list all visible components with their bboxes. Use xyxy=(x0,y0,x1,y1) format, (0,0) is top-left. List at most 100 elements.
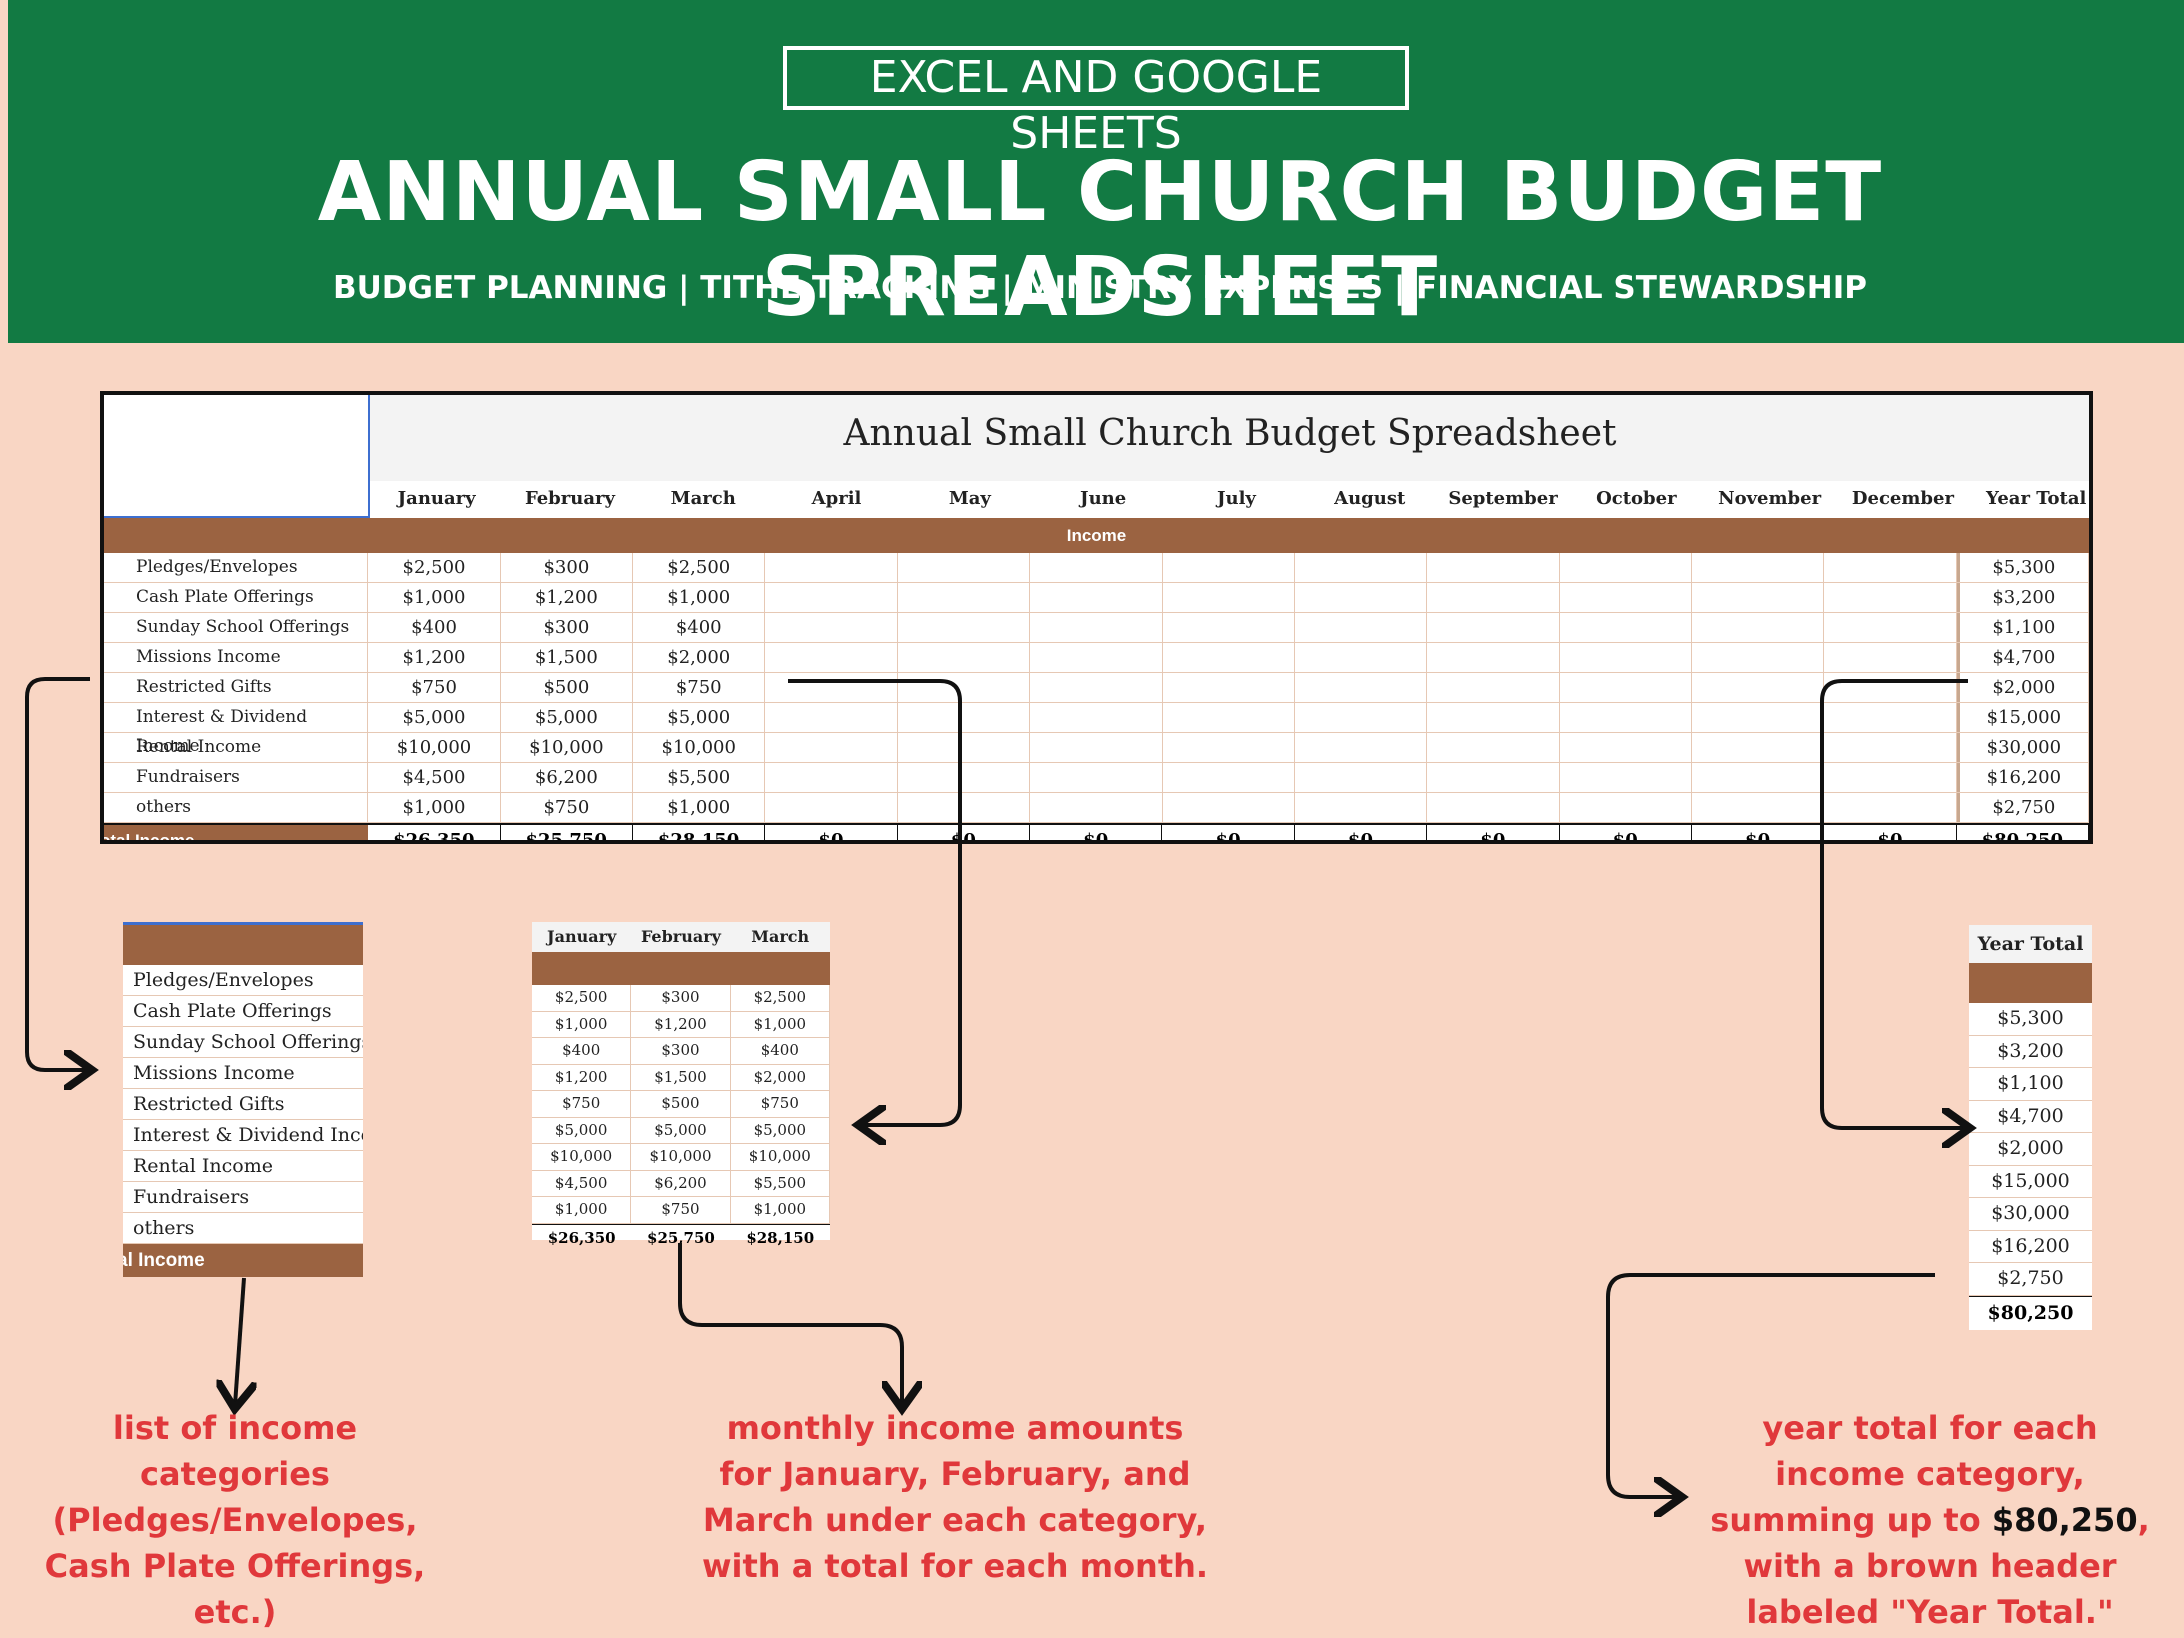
year-total-cell[interactable]: $16,200 xyxy=(1956,763,2089,792)
amount-cell[interactable] xyxy=(1824,793,1957,822)
year-total-cell[interactable]: $2,750 xyxy=(1956,793,2089,822)
amount-cell[interactable] xyxy=(898,703,1031,732)
amount-cell[interactable] xyxy=(898,793,1031,822)
amount-cell[interactable] xyxy=(1560,703,1692,732)
amount-cell[interactable] xyxy=(1560,613,1692,642)
amount-cell[interactable] xyxy=(1163,553,1295,582)
amount-cell[interactable]: $2,000 xyxy=(633,643,766,672)
category-cell[interactable]: Sunday School Offerings xyxy=(104,613,369,642)
amount-cell[interactable] xyxy=(1030,703,1163,732)
total-cell[interactable]: $26,350 xyxy=(368,825,501,840)
amount-cell[interactable] xyxy=(1560,763,1692,792)
category-cell[interactable]: Interest & Dividend Income xyxy=(104,703,369,756)
amount-cell[interactable] xyxy=(1824,583,1957,612)
amount-cell[interactable] xyxy=(1560,583,1692,612)
amount-cell[interactable] xyxy=(1163,613,1295,642)
year-total-cell[interactable]: $30,000 xyxy=(1956,733,2089,762)
amount-cell[interactable] xyxy=(1163,793,1295,822)
amount-cell[interactable] xyxy=(765,793,898,822)
amount-cell[interactable]: $2,500 xyxy=(633,553,766,582)
amount-cell[interactable]: $4,500 xyxy=(368,763,501,792)
total-cell[interactable]: $0 xyxy=(1560,825,1692,840)
amount-cell[interactable] xyxy=(898,763,1031,792)
category-cell[interactable]: Restricted Gifts xyxy=(104,673,369,702)
amount-cell[interactable] xyxy=(765,613,898,642)
amount-cell[interactable] xyxy=(1427,793,1560,822)
amount-cell[interactable] xyxy=(1560,553,1692,582)
total-cell[interactable]: $25,750 xyxy=(501,825,633,840)
amount-cell[interactable] xyxy=(1295,553,1428,582)
amount-cell[interactable] xyxy=(898,583,1031,612)
amount-cell[interactable] xyxy=(1560,673,1692,702)
total-cell[interactable]: $0 xyxy=(1030,825,1163,840)
amount-cell[interactable] xyxy=(1427,553,1560,582)
year-total-cell[interactable]: $2,000 xyxy=(1956,673,2089,702)
amount-cell[interactable]: $10,000 xyxy=(368,733,501,762)
amount-cell[interactable] xyxy=(1295,643,1428,672)
amount-cell[interactable]: $300 xyxy=(501,613,634,642)
amount-cell[interactable] xyxy=(1295,673,1428,702)
amount-cell[interactable]: $750 xyxy=(501,793,634,822)
amount-cell[interactable]: $500 xyxy=(501,673,634,702)
total-cell[interactable]: $0 xyxy=(765,825,898,840)
amount-cell[interactable] xyxy=(898,613,1031,642)
amount-cell[interactable] xyxy=(765,583,898,612)
amount-cell[interactable]: $1,200 xyxy=(368,643,501,672)
total-cell[interactable]: $0 xyxy=(1295,825,1428,840)
amount-cell[interactable] xyxy=(1030,673,1163,702)
year-total-cell[interactable]: $3,200 xyxy=(1956,583,2089,612)
amount-cell[interactable] xyxy=(1295,703,1428,732)
amount-cell[interactable] xyxy=(1295,613,1428,642)
amount-cell[interactable] xyxy=(898,733,1031,762)
amount-cell[interactable]: $5,000 xyxy=(633,703,766,732)
total-cell[interactable]: $80,250 xyxy=(1957,825,2089,840)
amount-cell[interactable] xyxy=(1295,583,1428,612)
category-cell[interactable]: Rental Income xyxy=(104,733,369,762)
amount-cell[interactable]: $400 xyxy=(633,613,766,642)
amount-cell[interactable] xyxy=(1692,553,1825,582)
amount-cell[interactable] xyxy=(1824,643,1957,672)
amount-cell[interactable]: $1,200 xyxy=(501,583,634,612)
amount-cell[interactable]: $1,000 xyxy=(633,583,766,612)
year-total-cell[interactable]: $5,300 xyxy=(1956,553,2089,582)
year-total-cell[interactable]: $4,700 xyxy=(1956,643,2089,672)
amount-cell[interactable] xyxy=(1427,643,1560,672)
total-cell[interactable]: $0 xyxy=(1824,825,1957,840)
category-cell[interactable]: Cash Plate Offerings xyxy=(104,583,369,612)
amount-cell[interactable] xyxy=(1824,763,1957,792)
amount-cell[interactable] xyxy=(1427,673,1560,702)
amount-cell[interactable]: $400 xyxy=(368,613,501,642)
amount-cell[interactable] xyxy=(1030,583,1163,612)
amount-cell[interactable] xyxy=(765,553,898,582)
amount-cell[interactable] xyxy=(1163,673,1295,702)
amount-cell[interactable] xyxy=(1427,583,1560,612)
amount-cell[interactable]: $10,000 xyxy=(501,733,634,762)
amount-cell[interactable] xyxy=(1824,673,1957,702)
amount-cell[interactable]: $5,000 xyxy=(368,703,501,732)
amount-cell[interactable] xyxy=(1030,553,1163,582)
amount-cell[interactable] xyxy=(765,763,898,792)
year-total-cell[interactable]: $15,000 xyxy=(1956,703,2089,732)
amount-cell[interactable] xyxy=(765,703,898,732)
amount-cell[interactable] xyxy=(1030,643,1163,672)
amount-cell[interactable] xyxy=(1824,703,1957,732)
amount-cell[interactable] xyxy=(1427,733,1560,762)
amount-cell[interactable] xyxy=(1030,613,1163,642)
amount-cell[interactable]: $6,200 xyxy=(501,763,634,792)
amount-cell[interactable] xyxy=(1560,643,1692,672)
amount-cell[interactable] xyxy=(1030,733,1163,762)
category-cell[interactable]: Fundraisers xyxy=(104,763,369,792)
amount-cell[interactable] xyxy=(1692,643,1825,672)
amount-cell[interactable]: $5,500 xyxy=(633,763,766,792)
amount-cell[interactable]: $10,000 xyxy=(633,733,766,762)
amount-cell[interactable]: $1,000 xyxy=(368,793,501,822)
amount-cell[interactable] xyxy=(1824,553,1957,582)
amount-cell[interactable]: $1,000 xyxy=(633,793,766,822)
amount-cell[interactable] xyxy=(1163,763,1295,792)
amount-cell[interactable] xyxy=(1692,583,1825,612)
year-total-cell[interactable]: $1,100 xyxy=(1956,613,2089,642)
amount-cell[interactable] xyxy=(1824,613,1957,642)
total-cell[interactable]: $28,150 xyxy=(633,825,766,840)
amount-cell[interactable] xyxy=(1295,793,1428,822)
total-cell[interactable]: $0 xyxy=(898,825,1031,840)
